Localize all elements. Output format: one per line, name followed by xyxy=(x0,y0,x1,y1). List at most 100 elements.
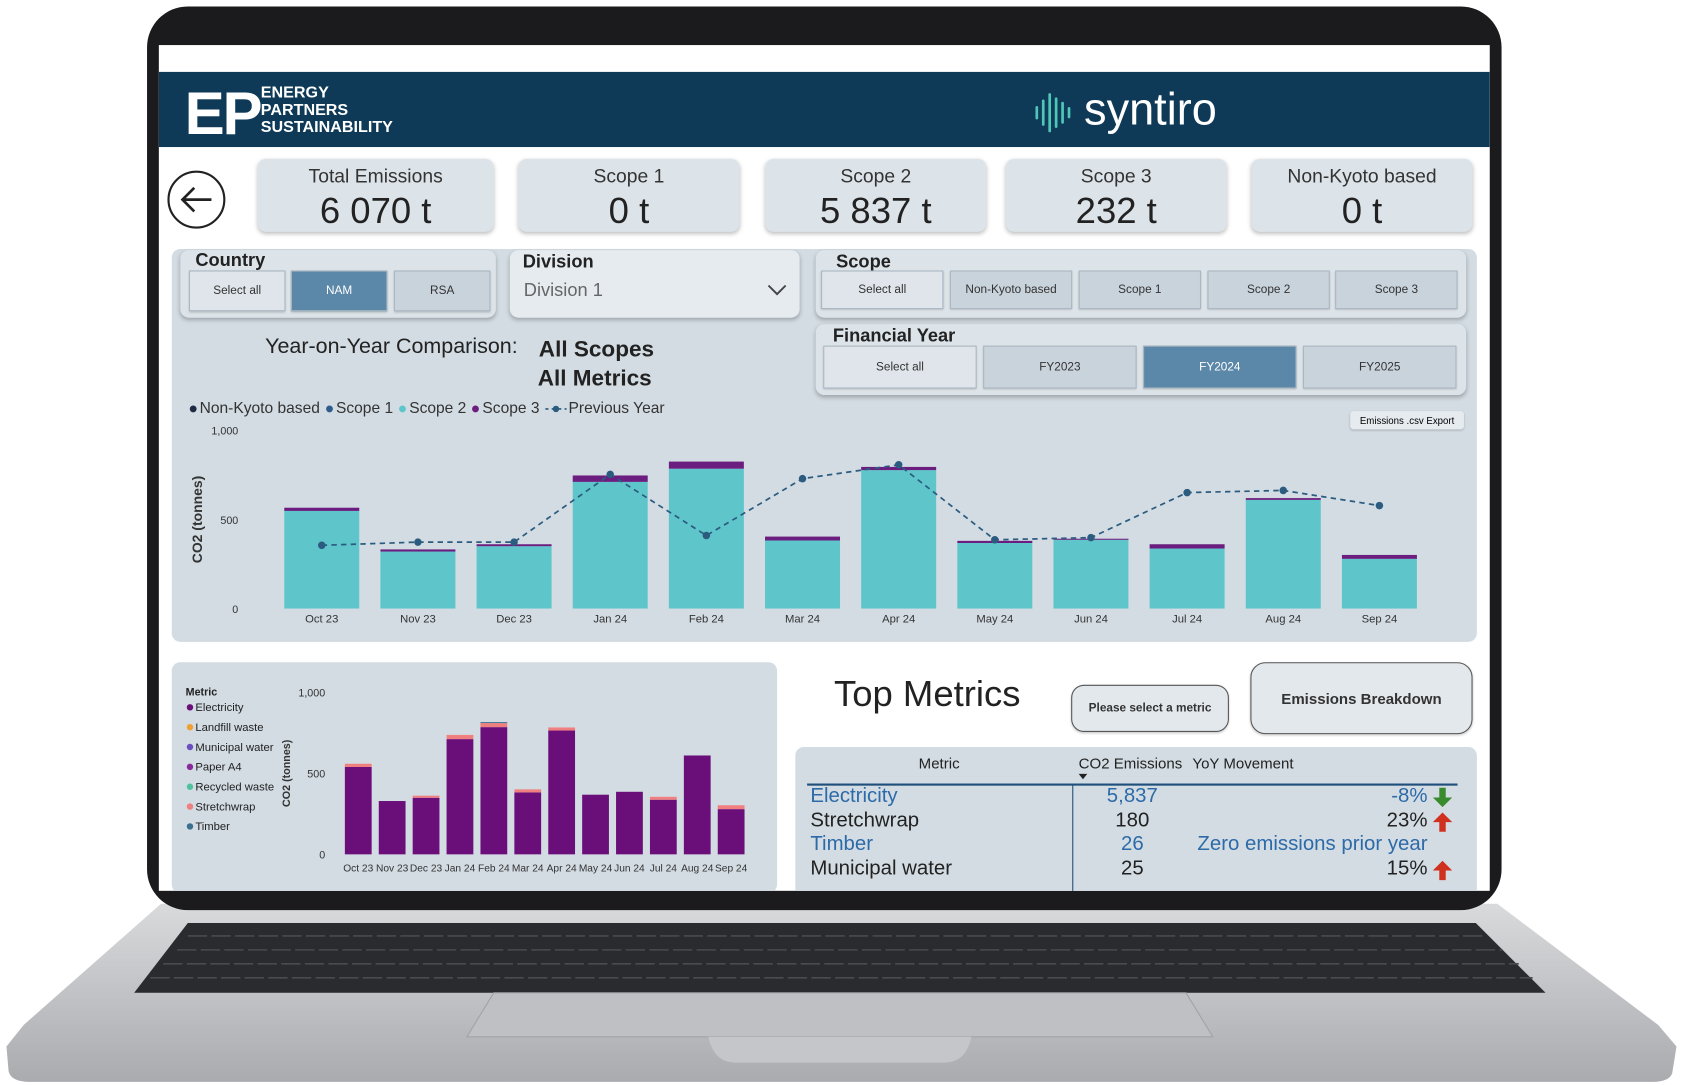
x-tick-label: Dec 23 xyxy=(496,614,532,626)
legend-label: Timber xyxy=(195,821,230,833)
x-tick-label: Nov 23 xyxy=(400,614,436,626)
point xyxy=(1279,486,1288,495)
legend-marker xyxy=(399,405,407,413)
yoy-arrow xyxy=(1432,812,1453,832)
legend: Non-Kyoto based Scope 1 Scope 2 Scope 3 Prev… xyxy=(189,400,665,418)
bar xyxy=(514,789,542,793)
brand: syntiro xyxy=(1084,83,1217,135)
bar xyxy=(480,723,508,728)
line xyxy=(321,463,1380,547)
logo-line: PARTNERS xyxy=(260,100,349,120)
brand-icon xyxy=(1035,93,1071,133)
column-header: YoY Movement xyxy=(1192,754,1294,772)
point xyxy=(991,536,999,544)
kpi-card: Scope 2 5 837 t xyxy=(765,158,987,232)
bar xyxy=(284,510,360,609)
filter-button[interactable]: RSA xyxy=(393,270,491,312)
filter-button[interactable]: FY2023 xyxy=(983,345,1137,389)
yoy-value: 23% xyxy=(1386,808,1428,832)
bar xyxy=(1245,498,1321,500)
legend-item: Non-Kyoto based xyxy=(189,400,320,418)
legend-dot xyxy=(186,823,194,830)
chart-subtitle: All Metrics xyxy=(537,365,652,391)
filter-button[interactable]: Scope 2 xyxy=(1207,270,1330,310)
legend-marker xyxy=(326,405,333,413)
bar xyxy=(649,799,677,855)
kpi-value: 0 t xyxy=(608,191,650,232)
bar xyxy=(1245,499,1321,609)
logo-text: ENERGY PARTNERS SUSTAINABILITY xyxy=(260,84,393,137)
table-rule xyxy=(807,783,1458,786)
filter-button[interactable]: Select all xyxy=(821,270,944,310)
filter-button[interactable]: Select all xyxy=(188,270,286,312)
sort-icon[interactable] xyxy=(1078,773,1089,782)
select-metric-button[interactable]: Please select a metric xyxy=(1071,684,1229,732)
dropdown-chevron[interactable] xyxy=(766,283,787,296)
x-tick-label: Mar 24 xyxy=(512,864,544,875)
bar xyxy=(344,766,372,855)
kpi-label: Scope 2 xyxy=(840,165,912,187)
yoy-arrow xyxy=(1432,787,1453,808)
kpi-value: 0 t xyxy=(1341,191,1383,232)
filter-button[interactable]: NAM xyxy=(290,270,388,312)
x-tick-label: Oct 23 xyxy=(305,614,338,626)
x-tick-label: Nov 23 xyxy=(376,864,409,875)
co2-value: 180 xyxy=(1115,808,1150,832)
kpi-label: Scope 1 xyxy=(593,165,665,187)
bar xyxy=(412,795,440,798)
legend-label: Recycled waste xyxy=(195,781,274,793)
trackpad xyxy=(465,992,1214,1038)
yoy-value: Zero emissions prior year xyxy=(1197,833,1428,856)
x-tick-label: May 24 xyxy=(579,864,613,875)
division-value[interactable]: Division 1 xyxy=(523,280,603,301)
x-tick-label: Jul 24 xyxy=(1172,614,1202,626)
metric-name[interactable]: Timber xyxy=(810,833,874,856)
y-axis-label: CO2 (tonnes) xyxy=(189,476,205,564)
bar xyxy=(344,763,372,767)
export-button[interactable]: Emissions .csv Export xyxy=(1350,411,1464,430)
table-panel xyxy=(795,747,1477,891)
point xyxy=(702,531,711,540)
point xyxy=(414,538,422,546)
bar xyxy=(1149,548,1225,609)
filter-button[interactable]: Select all xyxy=(823,345,977,389)
filter-button[interactable]: Scope 1 xyxy=(1078,270,1202,310)
legend-label: Municipal water xyxy=(195,742,273,754)
metric-name[interactable]: Stretchwrap xyxy=(810,808,920,832)
x-tick-label: Feb 24 xyxy=(689,614,724,626)
legend-item: Scope 1 xyxy=(325,400,393,418)
legend-label: Previous Year xyxy=(568,400,665,418)
column-header: Metric xyxy=(918,754,960,772)
bar xyxy=(1341,558,1417,609)
bar xyxy=(1053,539,1129,609)
bar xyxy=(765,536,841,541)
yoy-arrow xyxy=(1432,860,1453,881)
metric-name[interactable]: Municipal water xyxy=(810,857,953,881)
bar xyxy=(957,542,1033,609)
logo-mark: EP xyxy=(184,79,263,148)
filter-button[interactable]: Scope 3 xyxy=(1335,270,1458,310)
legend-title: Metric xyxy=(186,686,218,698)
legend-dot xyxy=(186,763,194,771)
table-divider xyxy=(1072,784,1074,891)
bar xyxy=(861,470,937,609)
breakdown-button[interactable]: Emissions Breakdown xyxy=(1250,662,1473,735)
keyboard xyxy=(134,923,1546,993)
keys xyxy=(150,935,1533,979)
bar xyxy=(378,801,406,855)
bar xyxy=(412,797,440,855)
point xyxy=(606,470,614,479)
filter-button[interactable]: Non-Kyoto based xyxy=(949,270,1073,310)
country-title: Country xyxy=(195,250,266,271)
filter-button[interactable]: FY2024 xyxy=(1143,345,1297,389)
point xyxy=(510,538,518,546)
co2-value: 5,837 xyxy=(1106,784,1158,808)
arrow xyxy=(1432,860,1453,881)
legend-dot xyxy=(472,405,480,413)
metric-name[interactable]: Electricity xyxy=(810,784,898,808)
filter-button[interactable]: FY2025 xyxy=(1302,345,1457,389)
back-button[interactable] xyxy=(166,170,228,232)
chart-subtitle: All Scopes xyxy=(538,337,655,362)
legend-label: Landfill waste xyxy=(195,722,263,734)
